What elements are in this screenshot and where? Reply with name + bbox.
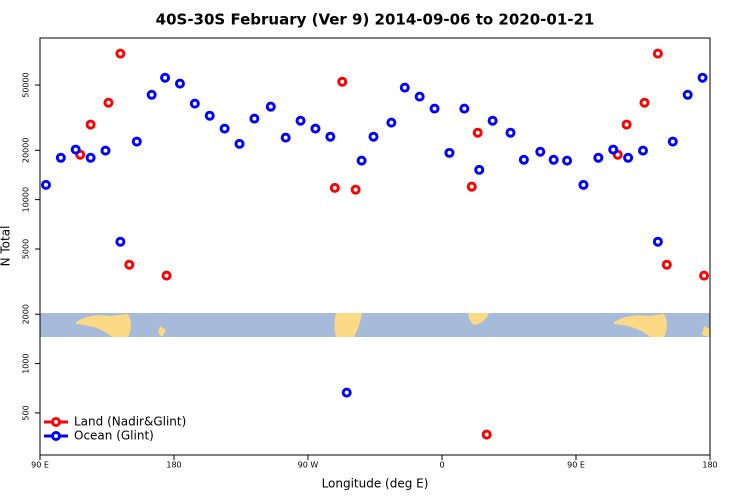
point <box>414 91 425 102</box>
point <box>699 270 710 281</box>
land <box>158 326 166 337</box>
point <box>548 154 559 165</box>
point <box>608 144 619 155</box>
point <box>100 145 111 156</box>
y-tick-label: 2000 <box>22 304 31 324</box>
point <box>55 152 66 163</box>
point <box>518 154 529 165</box>
point <box>386 117 397 128</box>
point <box>265 101 276 112</box>
point <box>103 97 114 108</box>
y-axis-label: N Total <box>0 226 13 267</box>
x-tick-label: 90 W <box>298 461 319 470</box>
point <box>661 259 672 270</box>
x-tick-label: 90 E <box>567 461 585 470</box>
point <box>325 131 336 142</box>
land <box>614 314 667 337</box>
y-tick-label: 10000 <box>22 187 31 212</box>
point <box>638 145 648 156</box>
y-tick-label: 50000 <box>22 72 31 97</box>
point <box>341 387 352 398</box>
point <box>280 132 291 143</box>
point <box>350 184 361 195</box>
x-tick-label: 180 <box>166 461 181 470</box>
point <box>472 127 483 138</box>
point <box>337 76 348 87</box>
point <box>189 98 200 109</box>
point <box>578 179 589 190</box>
point <box>124 259 135 270</box>
legend-marker <box>51 431 61 441</box>
chart-title: 40S-30S February (Ver 9) 2014-09-06 to 2… <box>156 11 595 29</box>
point <box>329 182 340 193</box>
point <box>161 270 172 281</box>
point <box>429 103 440 114</box>
point <box>623 152 634 163</box>
legend-label: Land (Nadir&Glint) <box>74 415 186 429</box>
point <box>70 144 81 155</box>
point <box>399 82 410 93</box>
point <box>131 136 142 147</box>
point <box>368 131 379 142</box>
point <box>652 48 663 59</box>
land <box>468 313 489 325</box>
point <box>160 72 171 83</box>
point <box>505 127 516 138</box>
point <box>146 89 157 100</box>
point <box>682 89 693 100</box>
y-tick-label: 500 <box>22 405 31 420</box>
point <box>310 123 321 134</box>
point <box>481 429 492 440</box>
point <box>459 103 470 114</box>
land <box>76 314 131 337</box>
map-strip <box>40 313 710 337</box>
plot-frame <box>39 37 711 456</box>
legend-label: Ocean (Glint) <box>74 429 154 443</box>
x-tick-label: 180 <box>702 461 717 470</box>
x-axis-label: Longitude (deg E) <box>322 477 429 491</box>
point <box>697 72 708 83</box>
ocean-band <box>40 313 710 337</box>
point <box>535 146 546 157</box>
land <box>334 313 362 337</box>
point <box>204 110 215 121</box>
point <box>115 236 126 247</box>
y-tick-label: 1000 <box>22 353 31 373</box>
land <box>702 326 710 337</box>
y-tick-label: 20000 <box>22 138 31 163</box>
point <box>474 164 485 175</box>
point <box>466 181 477 192</box>
point <box>593 152 604 163</box>
point <box>621 119 632 130</box>
point <box>356 155 367 166</box>
legend-marker <box>51 417 61 427</box>
point <box>667 136 678 147</box>
x-tick-label: 0 <box>439 461 444 470</box>
point <box>444 147 455 158</box>
point <box>174 78 185 89</box>
point <box>234 138 245 149</box>
x-tick-label: 90 E <box>31 461 49 470</box>
point <box>115 48 126 59</box>
point <box>249 113 260 124</box>
point <box>295 115 306 126</box>
y-tick-label: 5000 <box>22 239 31 259</box>
point <box>85 152 96 163</box>
point <box>487 115 498 126</box>
point <box>85 119 96 130</box>
point <box>562 155 573 166</box>
point <box>652 236 663 247</box>
point <box>219 123 230 134</box>
point <box>639 97 650 108</box>
point <box>40 179 51 190</box>
